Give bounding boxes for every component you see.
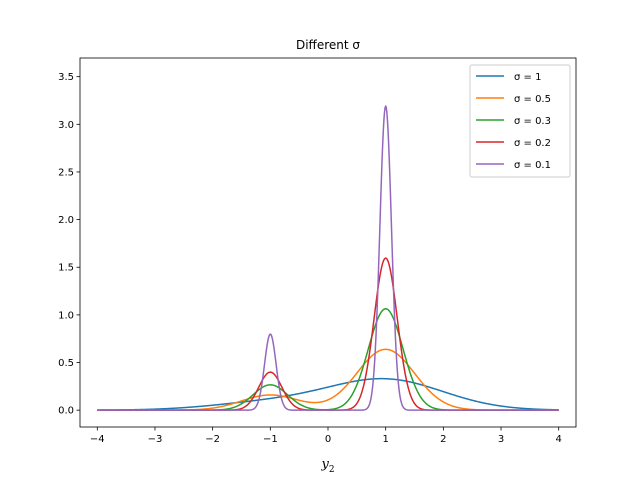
- chart-title: Different σ: [296, 38, 360, 52]
- x-tick-label: 0: [325, 434, 331, 445]
- y-tick-label: 0.5: [58, 358, 74, 369]
- series-line-1: [97, 377, 559, 411]
- plot-lines: [97, 105, 559, 411]
- x-tick-label: 2: [440, 434, 446, 445]
- x-axis-label-main: y: [320, 457, 329, 472]
- legend-label: σ = 0.1: [514, 160, 551, 171]
- legend-label: σ = 0.5: [514, 94, 551, 105]
- series-line-5: [97, 105, 559, 411]
- legend-label: σ = 1: [514, 72, 541, 83]
- x-tick-label: 1: [382, 434, 388, 445]
- legend-box: [469, 64, 571, 178]
- y-axis: 0.0 0.5 1.0 1.5 2.0 2.5 3.0 3.5: [58, 72, 80, 417]
- x-axis-label-subscript: 2: [329, 465, 335, 475]
- y-tick-label: 2.5: [58, 167, 74, 178]
- legend-label: σ = 0.2: [514, 138, 551, 149]
- x-tick-label: 3: [498, 434, 504, 445]
- y-tick-label: 2.0: [58, 215, 74, 226]
- x-tick-label: −1: [263, 434, 278, 445]
- y-tick-label: 0.0: [58, 406, 74, 417]
- y-tick-label: 1.5: [58, 263, 74, 274]
- x-tick-label: −4: [90, 434, 105, 445]
- x-tick-label: 4: [556, 434, 562, 445]
- y-tick-label: 1.0: [58, 310, 74, 321]
- y-tick-label: 3.5: [58, 72, 74, 83]
- x-axis: −4 −3 −2 −1 0 1 2 3 4: [90, 427, 562, 445]
- x-tick-label: −3: [148, 434, 163, 445]
- x-axis-label: y2: [320, 457, 334, 475]
- y-tick-label: 3.0: [58, 120, 74, 131]
- x-tick-label: −2: [205, 434, 220, 445]
- legend: σ = 1 σ = 0.5 σ = 0.3 σ = 0.2 σ = 0.1: [469, 64, 571, 178]
- legend-label: σ = 0.3: [514, 116, 551, 127]
